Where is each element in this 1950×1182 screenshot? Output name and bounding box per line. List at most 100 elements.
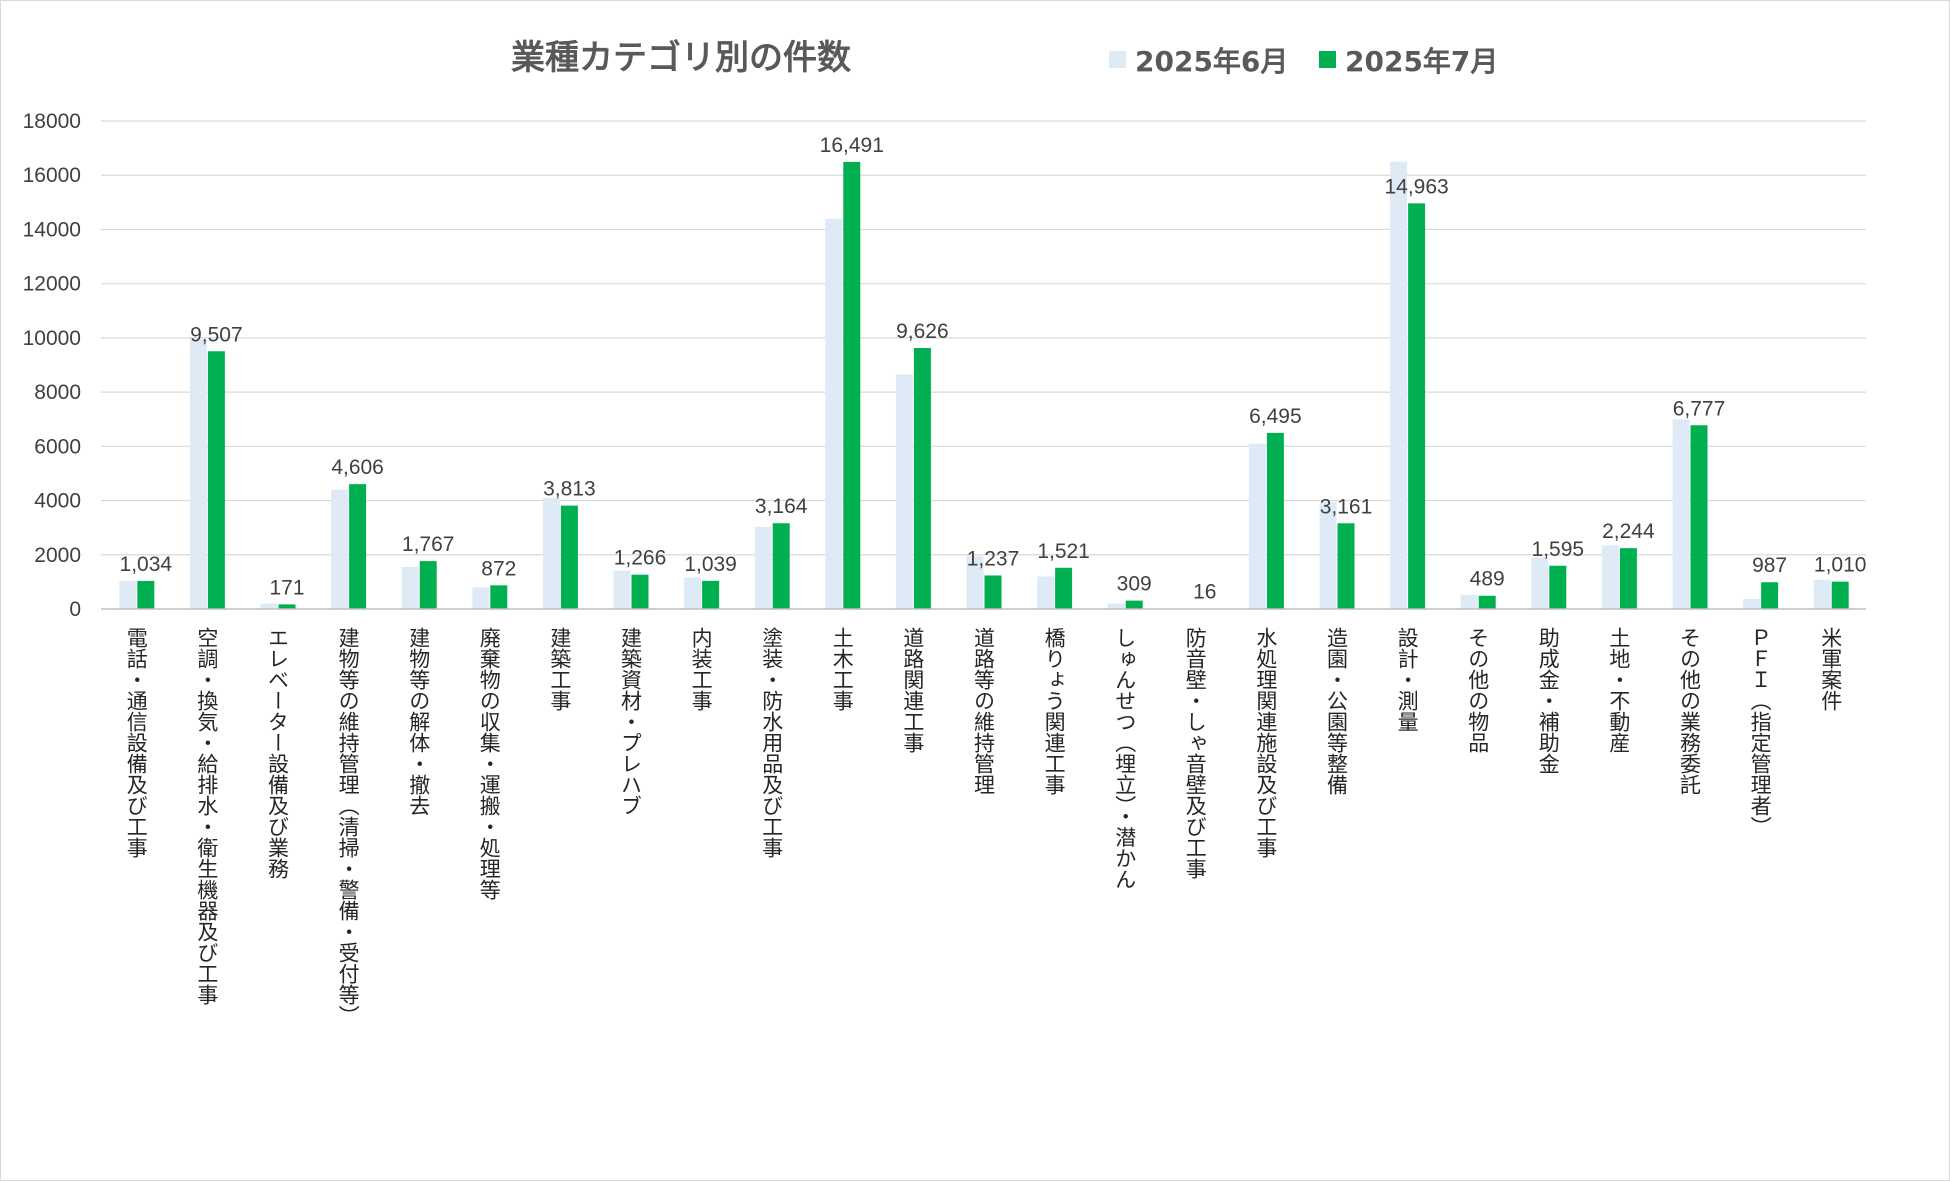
bar-june — [896, 374, 913, 609]
category-label: 土地・不動産 — [1607, 627, 1631, 753]
bar-july — [1408, 203, 1425, 609]
bar-june — [1037, 576, 1054, 609]
bar-june — [1249, 444, 1266, 609]
data-label: 1,237 — [967, 547, 1020, 570]
data-label: 987 — [1752, 554, 1787, 577]
bar-july — [1126, 601, 1143, 609]
category-label: その他の物品 — [1466, 627, 1490, 753]
bar-july — [561, 506, 578, 609]
category-label: 電話・通信設備及び工事 — [124, 627, 148, 858]
category-label: その他の業務委託 — [1678, 627, 1702, 795]
bar-june — [825, 219, 842, 609]
data-label: 6,777 — [1673, 397, 1726, 420]
y-tick-label: 8000 — [34, 381, 81, 404]
category-label: 建物等の維持管理（清掃・警備・受付等） — [336, 627, 360, 1026]
bar-july — [914, 348, 931, 609]
y-tick-label: 0 — [69, 598, 81, 621]
data-label: 1,521 — [1037, 540, 1090, 563]
data-label: 3,164 — [755, 495, 808, 518]
data-label: 9,507 — [190, 323, 243, 346]
bar-june — [1461, 595, 1478, 609]
bar-june — [543, 498, 560, 609]
bar-july — [702, 581, 719, 609]
y-axis-ticks: 0200040006000800010000120001400016000180… — [23, 110, 81, 621]
bar-july — [208, 351, 225, 609]
bar-july — [773, 523, 790, 609]
y-tick-label: 12000 — [23, 273, 81, 296]
y-tick-label: 2000 — [34, 544, 81, 567]
data-label: 4,606 — [331, 456, 384, 479]
bar-july — [490, 585, 507, 609]
bar-july — [349, 484, 366, 609]
y-tick-label: 18000 — [23, 110, 81, 133]
data-labels: 1,034 9,507 171 4,606 1,767 872 3,813 1,266 1,03… — [120, 134, 1867, 604]
bar-june — [472, 587, 489, 609]
bar-june — [1602, 545, 1619, 609]
bar-july — [137, 581, 154, 609]
bar-july — [1479, 596, 1496, 609]
legend-swatch — [1319, 51, 1336, 68]
bar-june — [755, 527, 772, 609]
bar-june — [1743, 599, 1760, 609]
data-label: 16 — [1193, 581, 1216, 604]
category-label: ＰＦＩ（指定管理者） — [1748, 627, 1772, 837]
category-labels: 電話・通信設備及び工事 空調・換気・給排水・衛生機器及び工事 エレベーター設備及び業… — [124, 627, 1842, 1026]
bar-july — [1549, 566, 1566, 609]
y-tick-label: 4000 — [34, 490, 81, 513]
data-label: 6,495 — [1249, 405, 1302, 428]
bar-july — [632, 575, 649, 609]
bar-july — [1055, 568, 1072, 609]
data-label: 16,491 — [820, 134, 884, 157]
data-label: 1,034 — [120, 553, 173, 576]
y-tick-label: 16000 — [23, 164, 81, 187]
category-label: 設計・測量 — [1395, 627, 1419, 732]
data-label: 1,266 — [614, 547, 667, 570]
data-label: 3,161 — [1320, 495, 1373, 518]
y-tick-label: 14000 — [23, 218, 81, 241]
bar-june — [119, 581, 136, 609]
category-label: 道路関連工事 — [901, 627, 925, 753]
bar-june — [1108, 604, 1125, 609]
bar-june — [1531, 557, 1548, 609]
bar-june — [331, 490, 348, 609]
data-label: 171 — [269, 576, 304, 599]
bar-june — [1390, 162, 1407, 609]
category-label: 内装工事 — [689, 627, 713, 711]
data-label: 309 — [1117, 573, 1152, 596]
data-label: 872 — [481, 557, 516, 580]
category-label: 建築資材・プレハブ — [619, 627, 643, 816]
bar-june — [1814, 580, 1831, 609]
category-label: しゅんせつ（埋立）・潜かん — [1113, 627, 1137, 890]
data-label: 14,963 — [1384, 175, 1448, 198]
bar-june — [261, 604, 278, 609]
category-label: 建物等の解体・撤去 — [407, 627, 431, 816]
data-label: 1,767 — [402, 533, 455, 556]
category-label: 防音壁・しゃ音壁及び工事 — [1183, 627, 1207, 879]
chart-title: 業種カテゴリ別の件数 — [511, 38, 851, 78]
y-tick-label: 10000 — [23, 327, 81, 350]
bar-july — [1620, 548, 1637, 609]
bar-july — [843, 162, 860, 609]
bar-june — [684, 578, 701, 609]
bar-july — [1832, 582, 1849, 609]
category-label: 空調・換気・給排水・衛生機器及び工事 — [195, 627, 219, 1005]
category-label: エレベーター設備及び業務 — [266, 627, 290, 879]
data-label: 3,813 — [543, 478, 596, 501]
category-label: 助成金・補助金 — [1536, 627, 1560, 774]
bar-july — [985, 575, 1002, 609]
category-label: 土木工事 — [830, 627, 854, 711]
category-label: 道路等の維持管理 — [972, 627, 996, 795]
bar-june — [1673, 419, 1690, 609]
data-label: 1,595 — [1532, 538, 1585, 561]
data-label: 489 — [1470, 568, 1505, 591]
bar-july — [1338, 523, 1355, 609]
category-label: 廃棄物の収集・運搬・処理等 — [477, 627, 501, 900]
category-label: 建築工事 — [548, 627, 572, 711]
legend-label: 2025年7月 — [1345, 45, 1498, 78]
category-label: 塗装・防水用品及び工事 — [760, 627, 784, 858]
data-label: 1,039 — [684, 553, 737, 576]
bar-july — [1691, 425, 1708, 609]
